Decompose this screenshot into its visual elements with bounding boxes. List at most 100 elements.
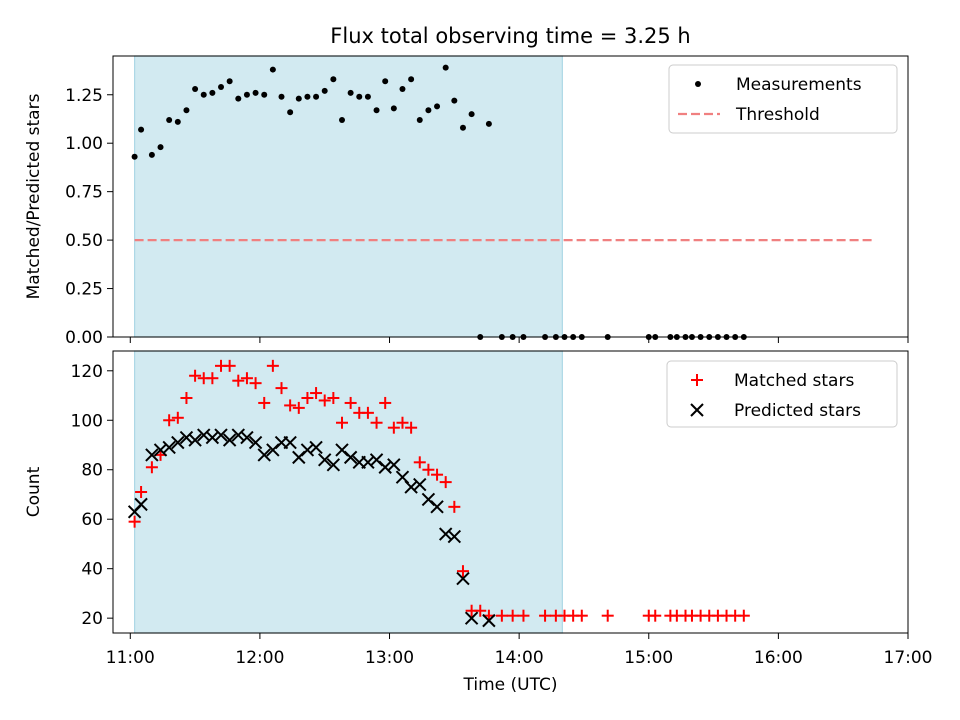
measurement-point (304, 93, 311, 100)
measurement-point (399, 85, 406, 92)
matched-star-point (266, 359, 279, 372)
matched-star-point (284, 399, 297, 412)
matched-star-point (301, 392, 314, 404)
observing-interval-shade (134, 350, 563, 634)
measurement-point (364, 93, 371, 100)
matched-star-point (691, 374, 703, 386)
measurement-point (183, 107, 190, 114)
measurement-point (261, 91, 268, 98)
legend-marker-measurements (695, 81, 701, 87)
matched-star-point (361, 406, 374, 419)
predicted-star-points (127, 428, 496, 628)
matched-star-point (292, 401, 305, 414)
predicted-star-point (162, 440, 176, 455)
measurement-point (373, 107, 380, 114)
measurement-point (192, 85, 199, 92)
y-tick-label: 40 (81, 560, 103, 580)
matched-star-point (180, 392, 193, 404)
legend-label-predicted: Predicted stars (734, 401, 861, 421)
matched-star-point (506, 609, 519, 622)
measurement-point (157, 144, 164, 151)
predicted-star-point (413, 477, 427, 492)
matched-star-points (128, 359, 750, 622)
matched-star-point (456, 565, 469, 578)
predicted-star-point (257, 448, 271, 462)
predicted-star-point (171, 435, 185, 450)
matched-star-point (413, 456, 426, 469)
matched-star-point (539, 609, 552, 622)
measurement-point (468, 111, 475, 118)
matched-star-point (495, 609, 508, 622)
matched-star-point (163, 414, 176, 427)
predicted-star-point (283, 435, 297, 450)
bottom-axes-frame (112, 350, 909, 634)
measurement-point (330, 76, 337, 83)
matched-star-point (517, 609, 530, 622)
matched-star-point (601, 609, 614, 622)
measurement-point (200, 91, 207, 98)
measurement-point (235, 95, 242, 102)
measurement-point (138, 126, 145, 133)
y-tick-label: 80 (81, 461, 103, 481)
y-tick-label: 0.50 (65, 231, 103, 251)
measurement-point (218, 84, 225, 91)
matched-star-point (422, 463, 435, 476)
y-tick-label: 120 (71, 362, 103, 382)
matched-star-point (206, 372, 219, 385)
predicted-star-point (438, 527, 453, 541)
y-tick-label: 1.25 (65, 86, 103, 106)
predicted-star-point (309, 440, 323, 455)
matched-star-point (405, 421, 418, 434)
measurement-point (382, 78, 389, 85)
predicted-star-point (464, 611, 479, 625)
predicted-star-point (145, 448, 159, 462)
predicted-star-point (188, 433, 202, 447)
measurement-point (295, 95, 302, 102)
matched-star-point (135, 486, 148, 498)
matched-star-point (448, 500, 461, 513)
matched-star-point (396, 416, 409, 429)
predicted-star-point (134, 497, 148, 512)
matched-star-point (344, 396, 357, 409)
predicted-star-point (318, 453, 332, 467)
predicted-star-point (456, 571, 470, 586)
y-tick-label: 20 (81, 609, 103, 629)
matched-star-point (189, 369, 202, 382)
measurement-point (226, 78, 233, 85)
measurement-point (252, 89, 259, 96)
bottom-panel: 20 40 60 80 100 120 11:00 12:00 13:00 14:00 15:00… (24, 350, 933, 695)
predicted-star-point (214, 428, 228, 442)
matched-star-point (171, 411, 184, 424)
matched-star-point (370, 416, 383, 429)
measurement-point (287, 109, 294, 116)
matched-star-point (649, 609, 662, 622)
matched-star-point (232, 374, 245, 387)
bottom-y-axis-label: Count (24, 466, 44, 517)
matched-star-point (737, 609, 750, 622)
matched-star-point (335, 416, 348, 429)
predicted-star-point (231, 428, 246, 442)
legend-label-threshold: Threshold (735, 105, 820, 125)
top-axes-frame (112, 55, 909, 338)
predicted-star-point (387, 458, 401, 472)
legend-marker-matched (691, 374, 703, 386)
bottom-x-ticks: 11:00 12:00 13:00 14:00 15:00 16:00 17:00 (106, 633, 933, 668)
top-x-ticks (129, 337, 909, 343)
x-tick-label: 15:00 (624, 648, 673, 668)
matched-star-point (327, 392, 340, 404)
predicted-star-point (179, 430, 194, 445)
y-tick-label: 0.75 (65, 183, 103, 203)
x-tick-label: 11:00 (106, 648, 155, 668)
measurement-point (148, 151, 155, 158)
measurement-point (442, 64, 449, 71)
matched-star-point (474, 604, 487, 617)
measurement-point (131, 153, 138, 160)
predicted-star-point (205, 430, 220, 445)
top-panel: 0.00 0.25 0.50 0.75 1.00 1.25 Matched/Predict… (24, 55, 909, 348)
predicted-star-point (343, 450, 358, 465)
measurement-point (209, 89, 216, 96)
predicted-star-point (404, 480, 418, 494)
measurement-point (390, 105, 397, 112)
matched-star-point (128, 515, 141, 528)
